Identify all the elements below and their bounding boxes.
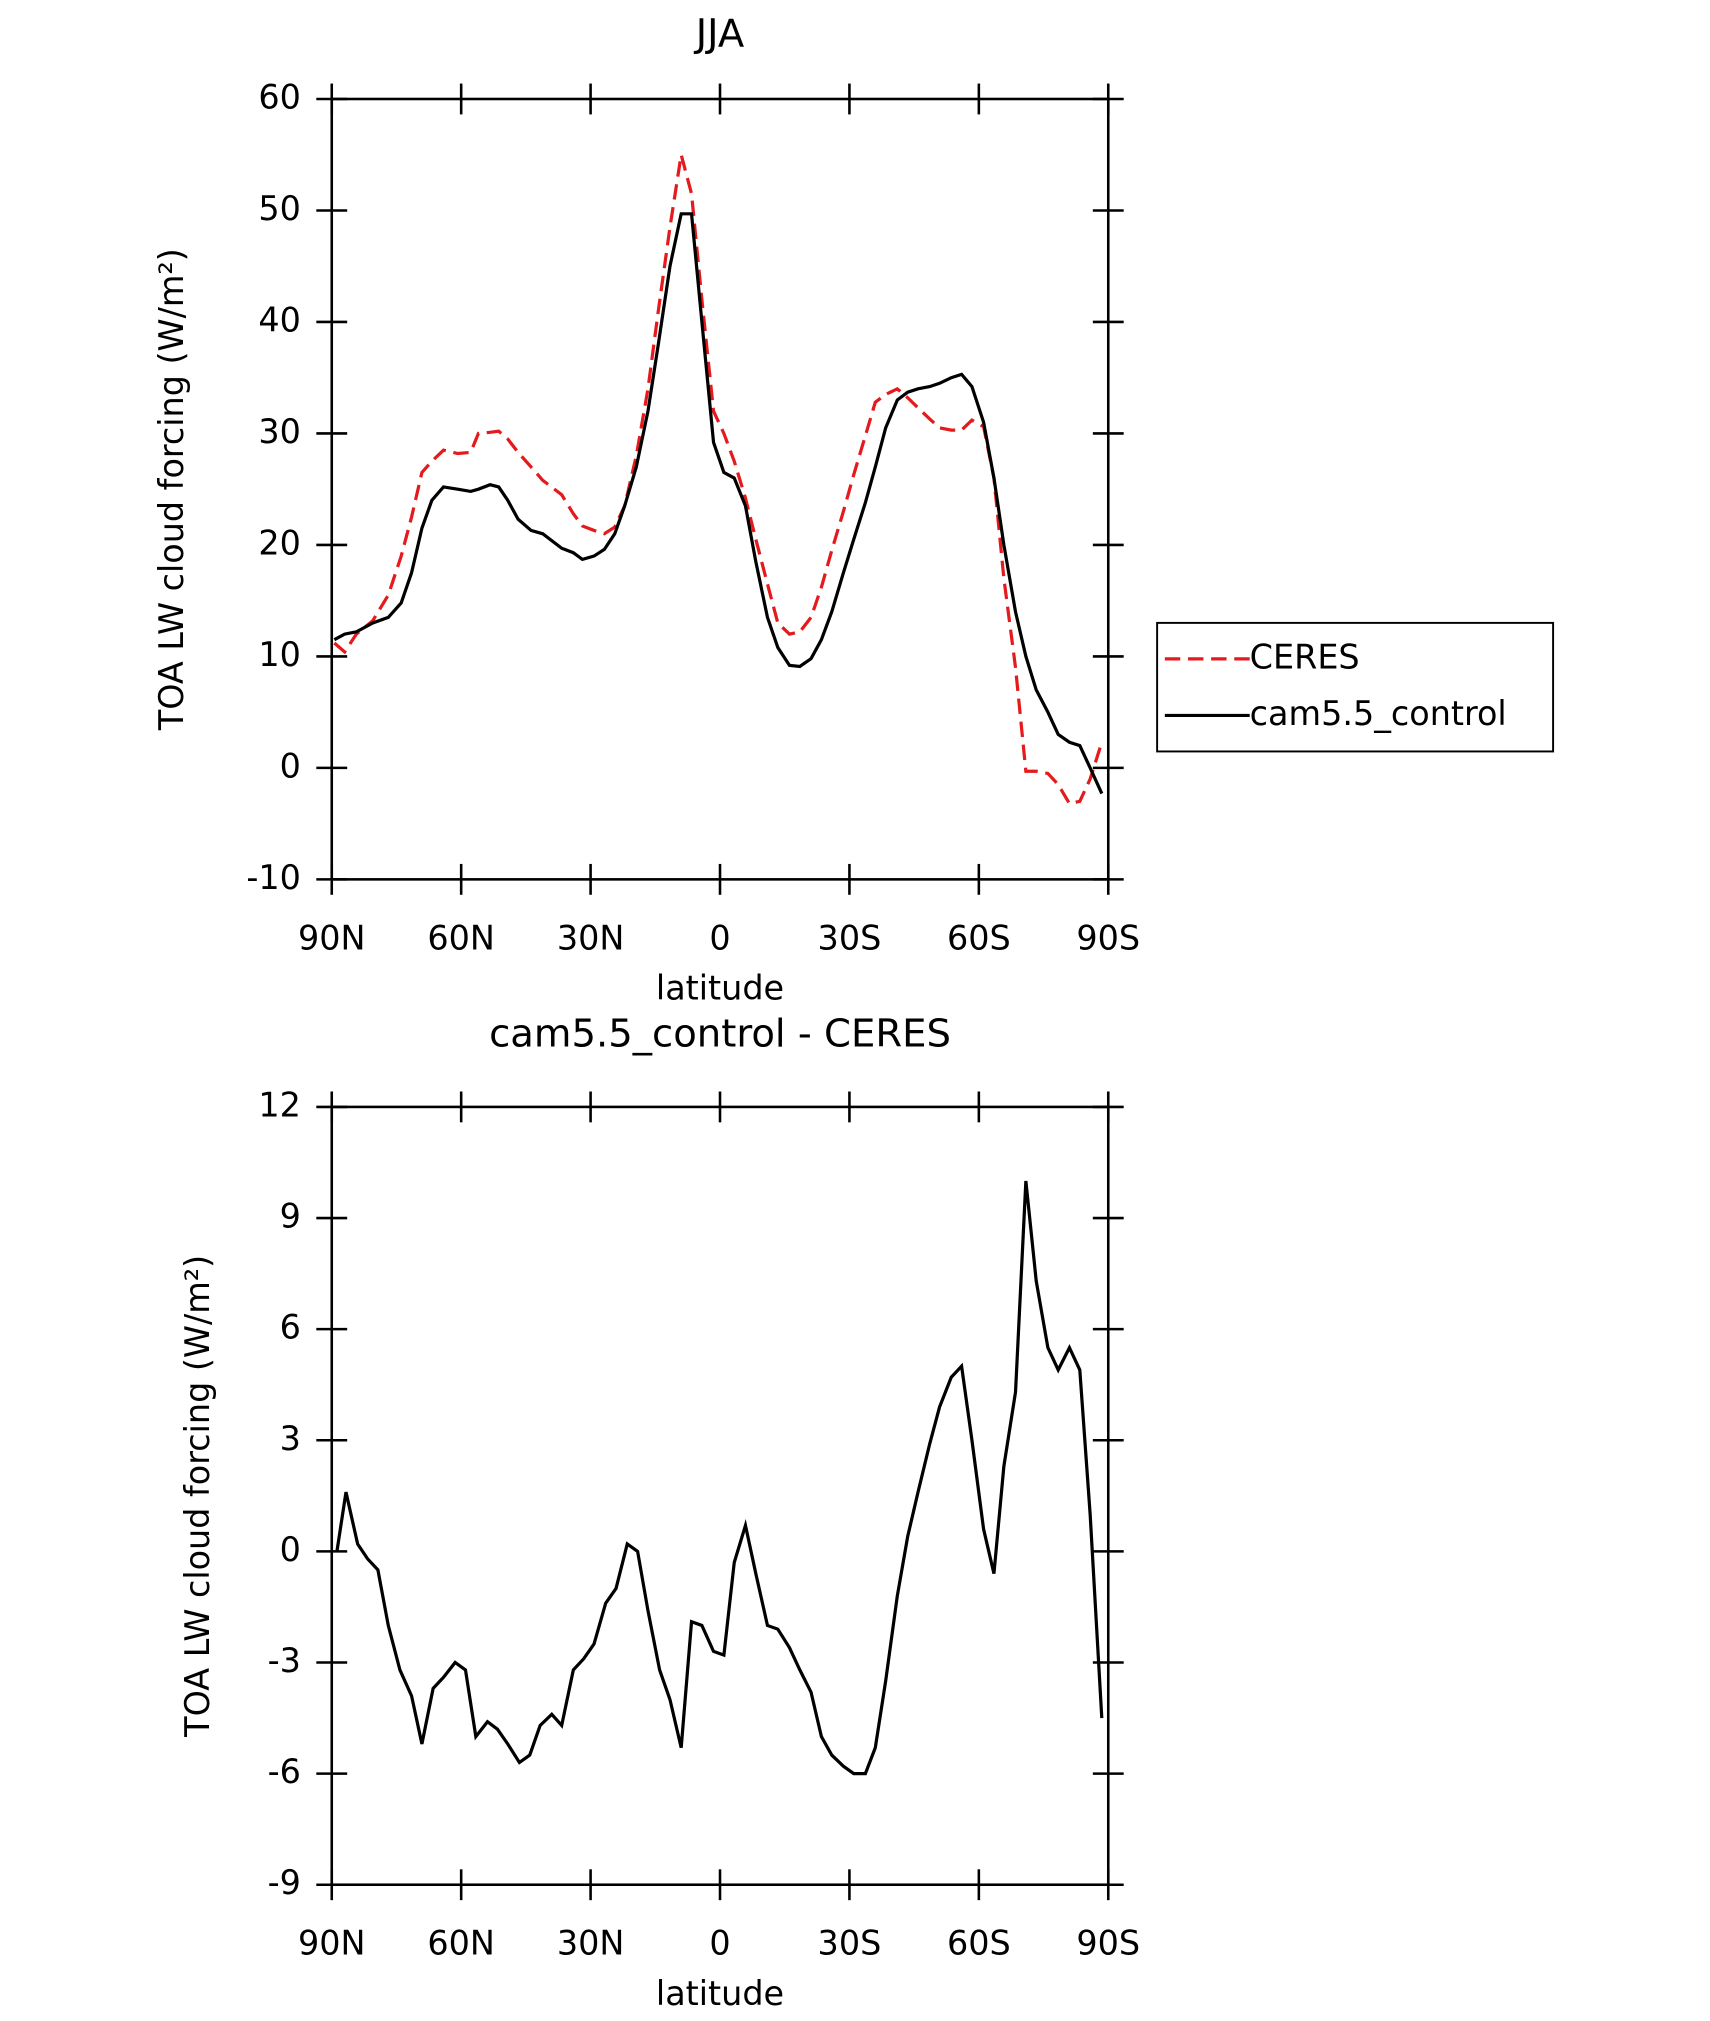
x-axis-label: latitude xyxy=(656,1974,784,2013)
x-tick-label: 60S xyxy=(947,918,1011,957)
data-line xyxy=(333,212,1104,795)
x-tick-label: 30S xyxy=(818,918,882,957)
x-tick-label: 30N xyxy=(557,1924,625,1963)
legend-label: cam5.5_control xyxy=(1250,694,1507,733)
y-tick-label: 12 xyxy=(258,1085,301,1124)
x-tick-label: 0 xyxy=(709,918,730,957)
chart-title: JJA xyxy=(694,11,745,56)
x-tick-label: 0 xyxy=(709,1924,730,1963)
x-tick-label: 90S xyxy=(1076,918,1140,957)
legend-label: CERES xyxy=(1250,637,1360,676)
y-axis-label: TOA LW cloud forcing (W/m²) xyxy=(152,248,191,731)
y-tick-label: 40 xyxy=(258,300,301,339)
x-tick-label: 30S xyxy=(818,1924,882,1963)
x-tick-label: 90N xyxy=(298,1924,366,1963)
x-tick-label: 60S xyxy=(947,1924,1011,1963)
y-tick-label: 3 xyxy=(280,1419,301,1458)
y-tick-label: 9 xyxy=(280,1197,301,1236)
y-tick-label: 0 xyxy=(280,746,301,785)
legend-box xyxy=(1156,621,1555,753)
y-tick-label: 10 xyxy=(258,635,301,674)
chart-title: cam5.5_control - CERES xyxy=(489,1012,951,1057)
y-tick-label: 30 xyxy=(258,412,301,451)
x-tick-label: 60N xyxy=(427,1924,495,1963)
legend: CERES cam5.5_control xyxy=(1156,621,1555,753)
data-line xyxy=(333,154,1104,806)
x-tick-label: 60N xyxy=(427,918,495,957)
plot-frame xyxy=(330,1105,1110,1887)
y-tick-label: 6 xyxy=(280,1308,301,1347)
y-tick-label: -9 xyxy=(268,1863,301,1902)
y-tick-label: 0 xyxy=(280,1530,301,1569)
x-tick-label: 90S xyxy=(1076,1924,1140,1963)
data-line xyxy=(335,1180,1104,1776)
y-tick-label: 20 xyxy=(258,523,301,562)
y-tick-label: 60 xyxy=(258,77,301,116)
y-axis-label: TOA LW cloud forcing (W/m²) xyxy=(178,1255,217,1738)
y-tick-label: 50 xyxy=(258,189,301,228)
y-tick-label: -3 xyxy=(268,1641,301,1680)
x-tick-label: 90N xyxy=(298,918,366,957)
y-tick-label: -10 xyxy=(246,858,301,897)
x-axis-label: latitude xyxy=(656,968,784,1007)
y-tick-label: -6 xyxy=(268,1752,301,1791)
x-tick-label: 30N xyxy=(557,918,625,957)
